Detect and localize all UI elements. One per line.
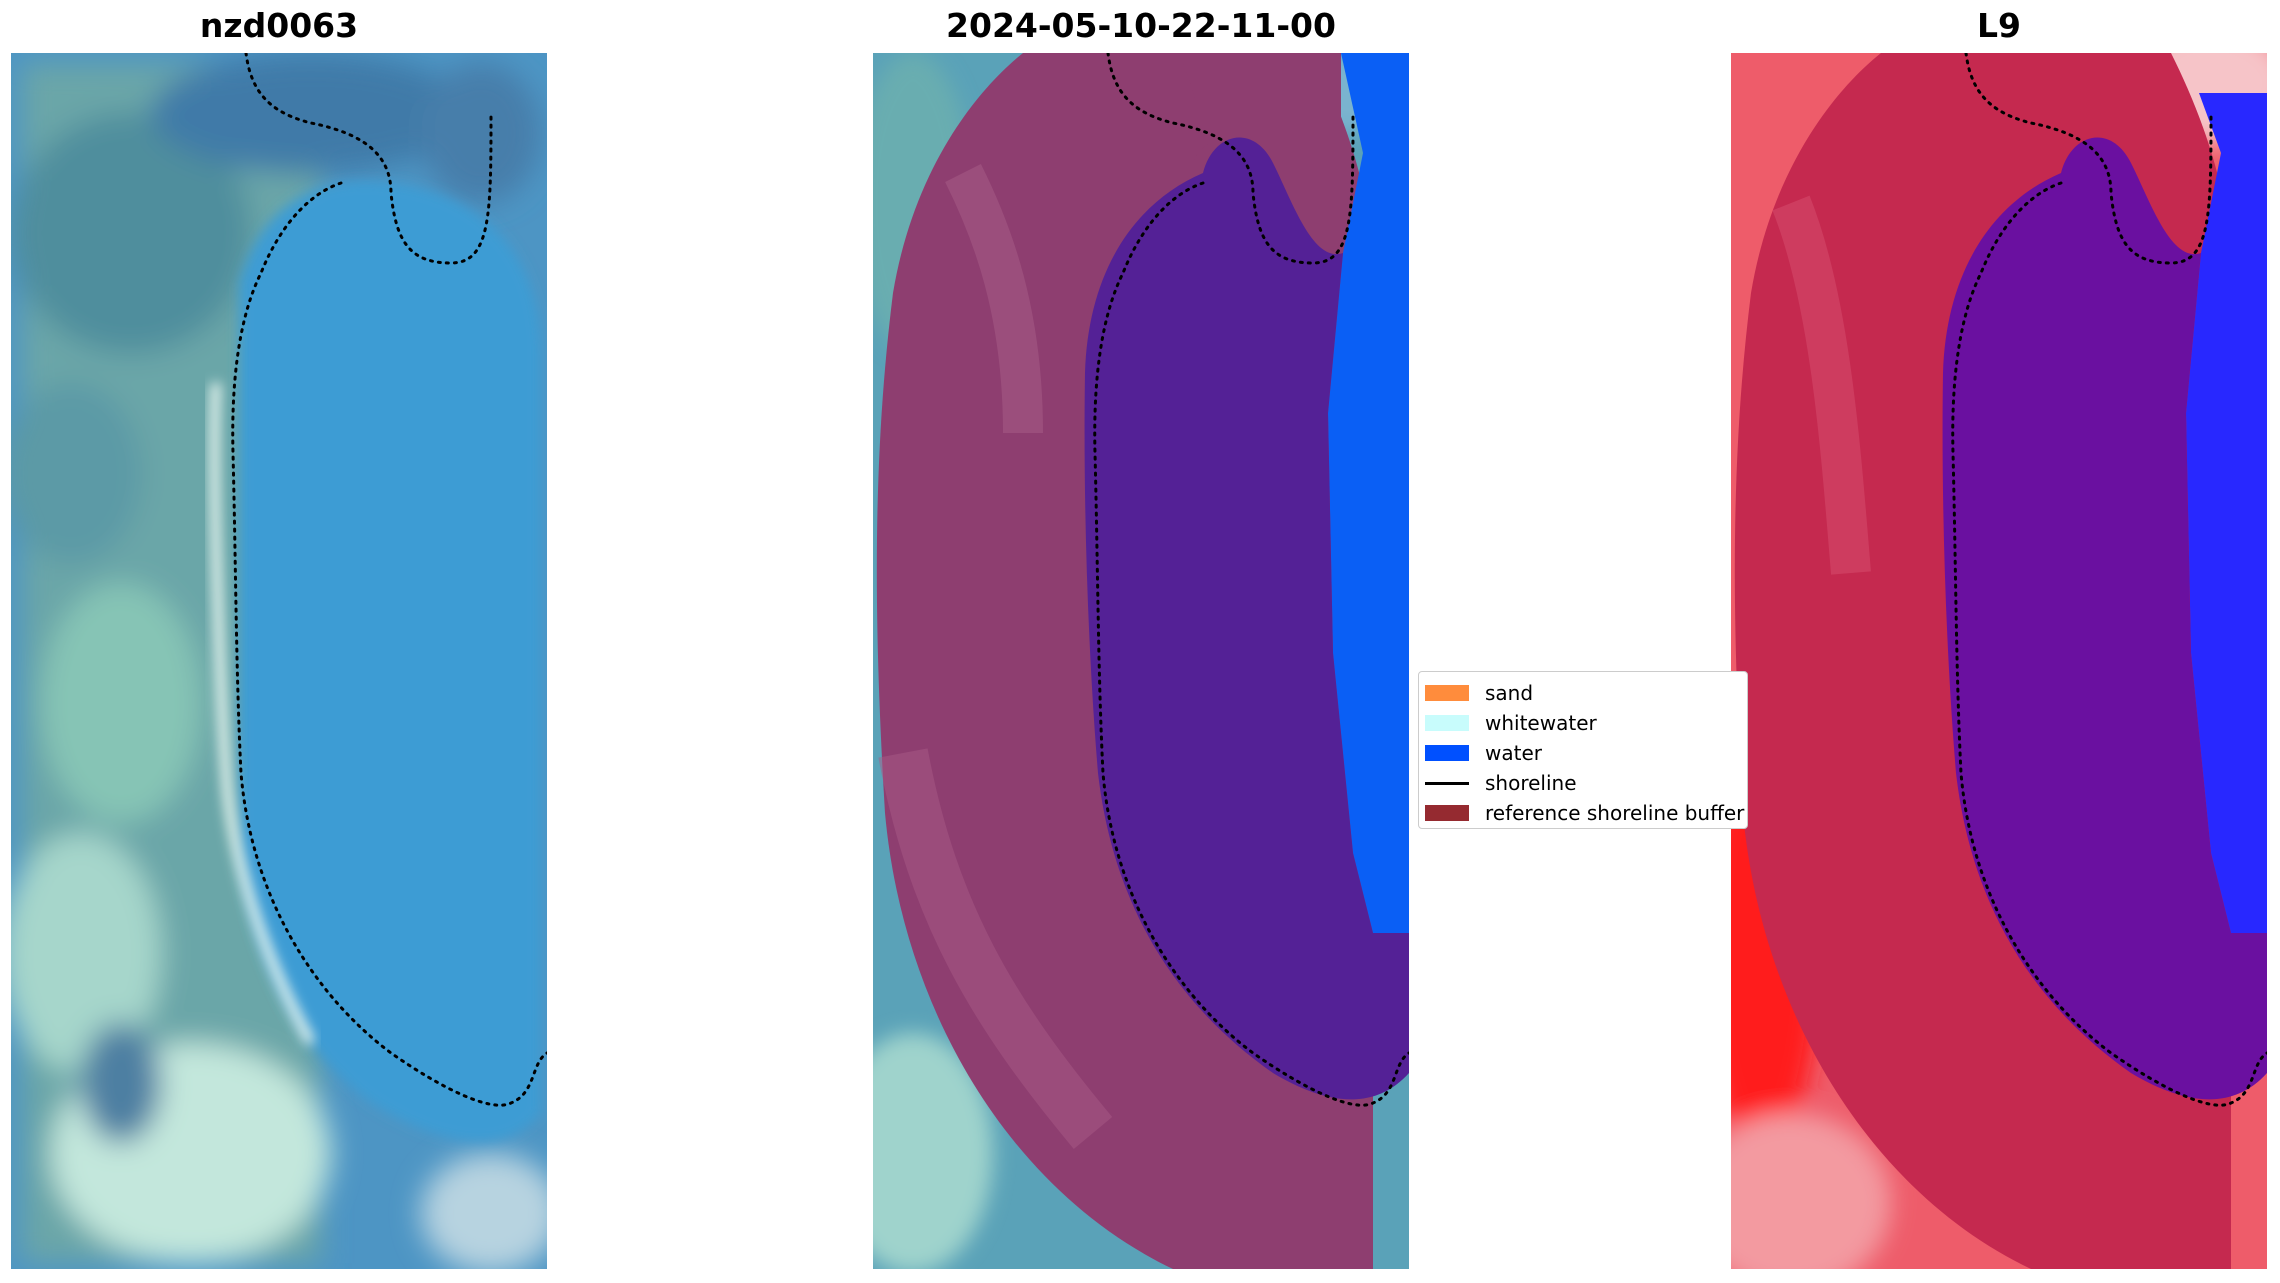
- classified-image-panel: [873, 53, 1409, 1269]
- panel-title-classified: 2024-05-10-22-11-00: [946, 6, 1336, 45]
- legend-item-sand: sand: [1425, 680, 1533, 706]
- panel-title-index: L9: [1977, 6, 2021, 45]
- index-image-panel: [1731, 53, 2267, 1269]
- panel-title-rgb: nzd0063: [199, 6, 359, 45]
- legend-label-shoreline: shoreline: [1485, 771, 1577, 795]
- legend-label-sand: sand: [1485, 681, 1534, 705]
- legend-swatch-reference-buffer: [1425, 805, 1469, 821]
- shoreline-line: [1093, 53, 1409, 1107]
- rgb-image-panel: [11, 53, 547, 1269]
- legend-swatch-sand: [1425, 685, 1469, 701]
- legend-swatch-shoreline: [1425, 781, 1469, 785]
- legend-label-reference-buffer: reference shoreline buffer: [1485, 801, 1745, 825]
- legend-label-whitewater: whitewater: [1485, 711, 1597, 735]
- shoreline-line: [231, 53, 547, 1107]
- legend-item-shoreline: shoreline: [1425, 770, 1577, 796]
- legend-item-whitewater: whitewater: [1425, 710, 1597, 736]
- legend-item-reference-buffer: reference shoreline buffer: [1425, 800, 1744, 826]
- legend-swatch-water: [1425, 745, 1469, 761]
- legend: sand whitewater water shoreline referenc…: [1418, 671, 1748, 829]
- legend-swatch-whitewater: [1425, 715, 1469, 731]
- legend-item-water: water: [1425, 740, 1542, 766]
- legend-label-water: water: [1485, 741, 1542, 765]
- shoreline-line: [1951, 53, 2267, 1107]
